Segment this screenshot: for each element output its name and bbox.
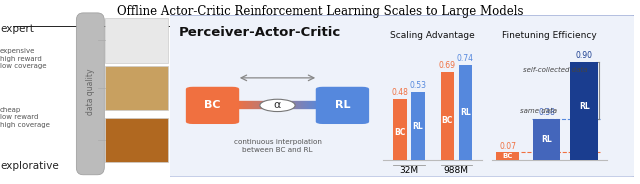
- Text: 0.38: 0.38: [538, 108, 555, 117]
- Bar: [394, 99, 406, 160]
- Text: Offline Actor-Critic Reinforcement Learning Scales to Large Models: Offline Actor-Critic Reinforcement Learn…: [116, 5, 524, 18]
- Text: expert: expert: [0, 24, 34, 34]
- Text: BC: BC: [442, 116, 453, 125]
- Bar: [496, 153, 519, 160]
- Text: RL: RL: [541, 135, 552, 144]
- Bar: [412, 92, 424, 160]
- Text: BC: BC: [204, 100, 221, 110]
- Text: expensive
high reward
low coverage: expensive high reward low coverage: [0, 48, 47, 69]
- Text: data quality: data quality: [86, 69, 95, 115]
- Circle shape: [260, 99, 295, 112]
- Text: cheap
low reward
high coverage: cheap low reward high coverage: [0, 107, 50, 128]
- Text: RL: RL: [579, 102, 589, 111]
- Text: RL: RL: [335, 100, 350, 110]
- Text: continuous interpolation
between BC and RL: continuous interpolation between BC and …: [234, 139, 321, 153]
- Text: explorative: explorative: [0, 161, 59, 171]
- Text: 0.74: 0.74: [457, 54, 474, 63]
- Text: BC: BC: [394, 128, 406, 137]
- Bar: [534, 119, 559, 160]
- Text: 0.48: 0.48: [392, 88, 408, 97]
- Text: self-collected data: self-collected data: [524, 67, 588, 73]
- Text: 0.53: 0.53: [410, 81, 426, 90]
- Text: Perceiver-Actor-Critic: Perceiver-Actor-Critic: [179, 26, 341, 39]
- Text: same data: same data: [520, 108, 557, 114]
- FancyBboxPatch shape: [161, 15, 640, 177]
- Text: BC: BC: [502, 153, 513, 159]
- Text: 0.90: 0.90: [576, 51, 593, 60]
- Title: Finetuning Efficiency: Finetuning Efficiency: [502, 31, 597, 40]
- Text: 0.69: 0.69: [439, 61, 456, 70]
- Text: RL: RL: [460, 108, 470, 117]
- Bar: [441, 72, 454, 160]
- Bar: [459, 65, 472, 160]
- Bar: [105, 18, 168, 63]
- FancyBboxPatch shape: [76, 13, 104, 175]
- Title: Scaling Advantage: Scaling Advantage: [390, 31, 475, 40]
- Text: α: α: [274, 100, 281, 110]
- Bar: [105, 66, 168, 110]
- FancyBboxPatch shape: [186, 87, 239, 124]
- Text: RL: RL: [413, 122, 424, 131]
- Text: 0.07: 0.07: [499, 142, 516, 151]
- FancyBboxPatch shape: [316, 87, 369, 124]
- Bar: [570, 62, 598, 160]
- Bar: [105, 118, 168, 162]
